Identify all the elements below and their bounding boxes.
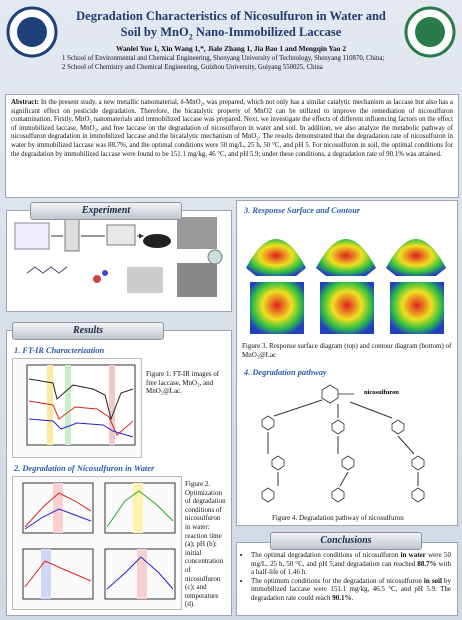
text-run: 88.7% — [417, 559, 437, 568]
title: Degradation Characteristics of Nicosulfu… — [55, 8, 407, 46]
section-heading: 1. FT-IR Characterization — [14, 346, 105, 355]
section-heading: 3. Response Surface and Contour — [244, 206, 361, 215]
text-run: The optimum conditions for the degradati… — [251, 576, 424, 585]
figure-caption: Figure 2. Optimization of degradation co… — [185, 480, 226, 609]
section-banner: Conclusions — [270, 532, 422, 550]
compound-label: nicosulfuron — [364, 389, 399, 396]
text-run: 90.1% — [332, 593, 352, 602]
experiment-scheme — [14, 217, 223, 297]
text-run: in soil — [423, 576, 442, 585]
text-run: by immobilized laccase were 151.1 mg/kg,… — [251, 576, 452, 602]
abstract-label: Abstract: — [11, 99, 39, 106]
conclusion-item: The optimal degradation conditions of ni… — [251, 551, 451, 577]
text-run: with a half-life of 1.46 h. — [251, 559, 451, 577]
response-figure — [246, 239, 446, 334]
title-line: Soil by MnO2 Nano-Immobilized Laccase — [55, 24, 407, 46]
text-run: . — [351, 593, 354, 602]
section-banner: Results — [12, 322, 164, 340]
section-heading: 4. Degradation pathway — [244, 368, 327, 377]
text-run: in water — [400, 551, 426, 559]
title-part: Nano-Immobilized Laccase — [192, 25, 342, 39]
section-banner: Experiment — [30, 202, 182, 220]
text-run: were 50 mg/L, 25 h, 50 °C, and pH 5,and … — [251, 551, 451, 568]
experiment-box — [6, 210, 232, 312]
degradation-figure — [12, 476, 182, 610]
conclusions-list: The optimal degradation conditions of ni… — [251, 551, 451, 603]
section-heading: 2. Degradation of Nicosulfuron in Water — [14, 464, 155, 473]
figure-caption: Figure 4. Degradation pathway of nicosul… — [272, 514, 404, 522]
logo-left — [6, 6, 58, 58]
affiliations: 1 School of Environmental and Chemical E… — [62, 55, 384, 72]
conclusion-item: The optimum conditions for the degradati… — [251, 577, 451, 603]
affiliation: 2 School of Chemistry and Chemical Engin… — [62, 63, 323, 71]
ftir-figure — [12, 358, 142, 458]
abstract: Abstract: In the present study, a new me… — [5, 94, 459, 198]
conclusions-box: The optimal degradation conditions of ni… — [236, 542, 458, 616]
title-part: 2 — [188, 32, 193, 42]
pathway-figure: nicosulfuron — [261, 384, 425, 503]
figure-caption: Figure 3. Response surface diagram (top)… — [242, 342, 452, 359]
figure-caption: Figure 1. FT-IR images of free laccase, … — [146, 370, 220, 396]
logo-right — [404, 6, 456, 58]
title-line: Degradation Characteristics of Nicosulfu… — [76, 9, 386, 23]
title-part: Soil by MnO — [120, 25, 189, 39]
affiliation: 1 School of Environmental and Chemical E… — [62, 55, 385, 62]
authors: Wanlei Yue 1, Xin Wang 1,*, Jiale Zhang … — [115, 44, 347, 53]
text-run: The optimal degradation conditions of ni… — [251, 551, 401, 559]
abstract-text: In the present study, a new metallic nan… — [11, 99, 453, 158]
